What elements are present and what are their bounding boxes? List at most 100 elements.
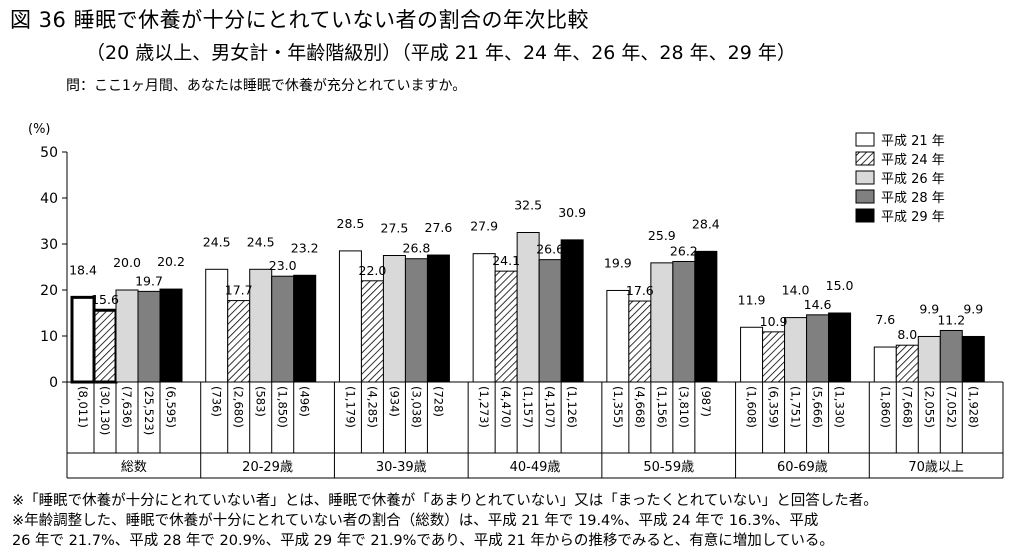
bar-7-3	[917, 335, 941, 383]
value-label: 14.6	[804, 297, 832, 312]
sample-size: (6,359)	[767, 386, 781, 428]
sample-size: (4,668)	[633, 386, 647, 428]
sample-size: (1,156)	[655, 386, 669, 428]
bar-4-4	[538, 259, 562, 383]
value-label: 28.4	[692, 216, 720, 231]
y-tick-label: 20	[40, 283, 58, 299]
sample-size: (3,038)	[409, 386, 423, 428]
sample-size: (987)	[699, 386, 713, 417]
bar-1-4	[137, 290, 161, 383]
value-label: 25.9	[648, 228, 676, 243]
sample-size: (1,273)	[477, 386, 491, 428]
value-label: 26.6	[536, 242, 564, 257]
value-label: 15.6	[91, 292, 119, 307]
bar-4-5	[560, 239, 584, 383]
sample-size: (4,107)	[543, 386, 557, 428]
bar-2-2	[227, 300, 251, 383]
footnote-1: ※「睡眠で休養が十分にとれていない者」とは、睡眠で休養が「あまりとれていない」又…	[12, 493, 878, 509]
value-label: 27.9	[470, 219, 498, 234]
sample-size: (1,608)	[745, 386, 759, 428]
legend-swatch	[855, 208, 875, 223]
bar-5-4	[672, 260, 696, 383]
bar-6-2	[762, 331, 786, 383]
legend-label: 平成 26 年	[881, 172, 945, 187]
survey-question: 問：ここ1ヶ月間、あなたは睡眠で休養が充分とれていますか。	[66, 78, 467, 94]
sample-size: (1,330)	[833, 386, 847, 428]
value-label: 14.0	[782, 283, 810, 298]
bar-5-5	[694, 250, 718, 383]
value-label: 24.5	[247, 234, 275, 249]
value-label: 24.5	[203, 234, 231, 249]
y-tick-label: 10	[40, 329, 58, 345]
category-label: 総数	[121, 460, 147, 475]
category-label: 60-69歳	[777, 460, 828, 475]
bar-6-4	[806, 314, 830, 383]
sample-size: (1,928)	[966, 386, 980, 428]
bar-5-2	[628, 300, 652, 383]
bar-7-5	[961, 335, 985, 383]
category-label: 30-39歳	[376, 460, 427, 475]
bar-1-2	[92, 308, 118, 384]
bar-6-1	[740, 326, 764, 383]
bar-7-2	[895, 344, 919, 383]
footnote-3: 26 年で 21.7%、平成 28 年で 20.9%、平成 29 年で 21.9…	[12, 533, 834, 549]
value-label: 26.2	[670, 243, 698, 258]
value-label: 18.4	[69, 262, 97, 277]
sample-size: (2,055)	[922, 386, 936, 428]
bar-1-3	[115, 289, 139, 383]
sample-size: (5,666)	[811, 386, 825, 428]
value-label: 19.7	[135, 273, 163, 288]
value-label: 20.2	[157, 254, 185, 269]
value-label: 22.0	[359, 263, 387, 278]
value-label: 19.9	[604, 255, 632, 270]
sample-size: (3,810)	[677, 386, 691, 428]
y-tick-label: 0	[49, 375, 58, 391]
value-label: 27.6	[425, 220, 453, 235]
value-label: 23.0	[269, 258, 297, 273]
footnotes: ※「睡眠で休養が十分にとれていない者」とは、睡眠で休養が「あまりとれていない」又…	[12, 491, 1017, 551]
value-label: 7.6	[875, 312, 895, 327]
legend-swatch	[855, 170, 875, 185]
bar-2-3	[249, 268, 273, 383]
value-label: 17.7	[225, 283, 253, 298]
sample-size: (6,595)	[164, 386, 178, 428]
sample-size: (1,157)	[521, 386, 535, 428]
bar-7-4	[939, 329, 963, 383]
category-label: 70歳以上	[908, 460, 964, 475]
sample-size: (7,636)	[120, 386, 134, 428]
legend-swatch	[855, 132, 875, 147]
bar-1-5	[159, 288, 183, 383]
bar-2-4	[271, 275, 295, 383]
chart-title: 図 36 睡眠で休養が十分にとれていない者の割合の年次比較	[10, 8, 589, 32]
bar-5-3	[650, 262, 674, 383]
bar-5-1	[606, 289, 630, 383]
sample-size: (934)	[387, 386, 401, 417]
category-label: 20-29歳	[242, 460, 293, 475]
sample-size: (4,470)	[499, 386, 513, 428]
value-label: 28.5	[337, 216, 365, 231]
value-label: 23.2	[291, 240, 319, 255]
bar-6-3	[784, 317, 808, 383]
sample-size: (1,126)	[565, 386, 579, 428]
value-label: 32.5	[514, 198, 542, 213]
value-label: 20.0	[113, 255, 141, 270]
bar-3-4	[404, 258, 428, 383]
category-label: 40-49歳	[510, 460, 561, 475]
sample-size: (1,860)	[878, 386, 892, 428]
bar-2-5	[293, 274, 317, 383]
sample-size: (496)	[298, 386, 312, 417]
legend-label: 平成 28 年	[881, 191, 945, 206]
bar-chart: 0 10 20 30 40 50 (%) 18.4 15.6 20.0 19.7 20.2 24.5 1…	[28, 122, 1004, 479]
sample-size: (583)	[254, 386, 268, 417]
bar-4-1	[472, 253, 496, 383]
bar-3-5	[426, 254, 450, 383]
value-label: 30.9	[558, 205, 586, 220]
legend-swatch	[855, 189, 875, 204]
bar-4-2	[494, 270, 518, 383]
sample-size: (1,179)	[343, 386, 357, 428]
sample-size: (30,130)	[98, 386, 112, 435]
y-axis-label: (%)	[28, 122, 51, 137]
sample-size: (1,355)	[611, 386, 625, 428]
bar-6-5	[828, 312, 852, 383]
y-tick-label: 30	[40, 237, 58, 253]
